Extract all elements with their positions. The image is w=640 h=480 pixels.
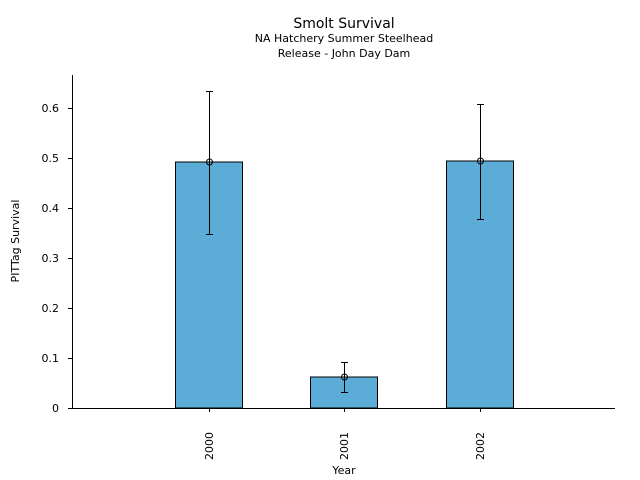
x-tick-label-2002: 2002 (474, 432, 487, 460)
y-tick-label: 0.4 (42, 202, 60, 215)
y-tick-label: 0.2 (42, 302, 60, 315)
y-tick-label: 0.5 (42, 152, 60, 165)
x-axis-label: Year (331, 464, 356, 477)
x-tick-label-2000: 2000 (203, 432, 216, 460)
y-tick-label: 0.3 (42, 252, 60, 265)
y-tick-label: 0 (52, 402, 59, 415)
chart-title: Smolt Survival (293, 16, 394, 32)
y-tick-label: 0.6 (42, 102, 60, 115)
x-tick-label-2001: 2001 (338, 432, 351, 460)
point-marker-2001 (341, 373, 348, 381)
point-marker-2000 (206, 158, 213, 166)
y-tick-label: 0.1 (42, 352, 60, 365)
chart-subtitle-1: NA Hatchery Summer Steelhead (255, 32, 433, 45)
chart-subtitle-2: Release - John Day Dam (278, 47, 411, 60)
point-marker-2002 (477, 157, 484, 165)
y-axis-label: PITTag Survival (9, 200, 22, 283)
